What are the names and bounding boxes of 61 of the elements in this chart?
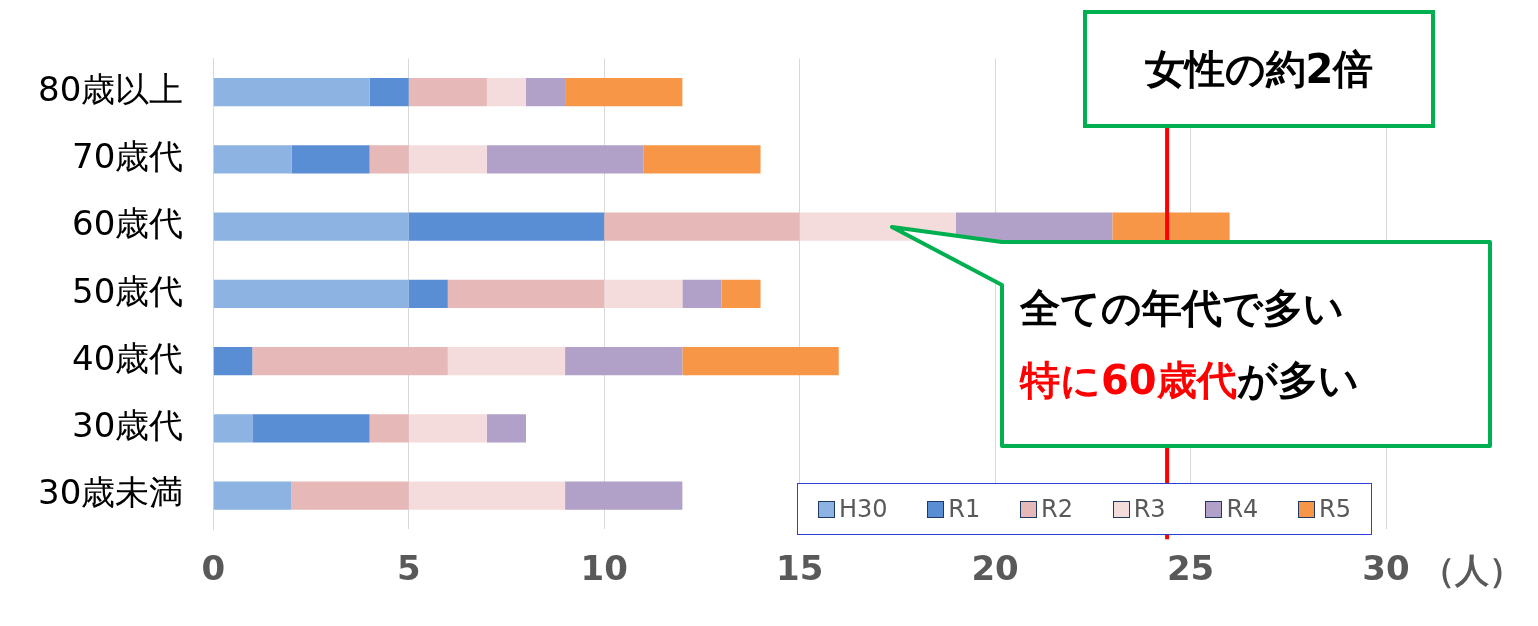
callout-box: 女性の約2倍 — [1083, 10, 1435, 128]
bar — [252, 414, 370, 443]
bar — [1112, 212, 1230, 241]
bar — [604, 212, 800, 241]
x-tick-label: 0 — [201, 548, 226, 589]
bar — [682, 279, 722, 308]
y-tick-label: 40歳代 — [72, 337, 184, 378]
bar — [408, 145, 487, 174]
annotation: 特に60歳代が多い — [1020, 356, 1360, 405]
bar — [447, 346, 566, 376]
bar — [956, 212, 1113, 241]
bar — [408, 414, 487, 443]
bar — [408, 481, 566, 510]
x-tick-label: 5 — [396, 548, 421, 589]
legend-label: H30 — [837, 495, 888, 523]
bar — [565, 77, 683, 107]
bar — [565, 346, 683, 376]
x-axis-title: （人） — [1421, 550, 1523, 591]
bar — [565, 481, 683, 510]
bar — [408, 212, 605, 241]
bar — [408, 279, 448, 308]
legend-label: R2 — [1039, 495, 1073, 523]
bar — [604, 279, 683, 308]
bar — [682, 346, 839, 376]
bar — [252, 346, 448, 376]
x-tick-label: 30 — [1362, 548, 1410, 589]
bar — [291, 481, 409, 510]
bar — [291, 145, 370, 174]
y-tick-label: 30歳代 — [72, 405, 184, 446]
bar — [369, 414, 409, 443]
annotation: 全ての年代で多い — [1020, 284, 1345, 333]
bar — [408, 77, 487, 107]
legend-label: R5 — [1318, 495, 1352, 523]
y-tick-label: 50歳代 — [72, 270, 184, 311]
bar — [486, 145, 644, 174]
y-tick-label: 30歳未満 — [38, 472, 184, 513]
bar — [369, 145, 409, 174]
x-tick-label: 15 — [775, 548, 824, 589]
bar — [213, 212, 409, 241]
bar — [447, 279, 605, 308]
bar — [213, 481, 292, 510]
bar — [213, 145, 292, 174]
bar — [369, 77, 409, 107]
bar — [213, 414, 253, 443]
bar — [213, 279, 409, 308]
y-tick-label: 80歳以上 — [38, 68, 184, 109]
legend-label: R1 — [947, 495, 981, 523]
bar — [721, 279, 761, 308]
legend-label: R4 — [1225, 495, 1259, 523]
bar — [643, 145, 761, 174]
x-tick-label: 20 — [971, 548, 1019, 589]
x-tick-label: 10 — [580, 548, 628, 589]
bar — [525, 77, 566, 107]
bar — [486, 77, 526, 107]
y-tick-label: 70歳代 — [72, 136, 184, 177]
legend-label: R3 — [1132, 495, 1166, 523]
y-tick-label: 60歳代 — [72, 203, 184, 244]
x-tick-label: 25 — [1166, 548, 1215, 589]
bar — [213, 346, 253, 376]
bar — [486, 414, 526, 443]
bar — [213, 77, 370, 107]
